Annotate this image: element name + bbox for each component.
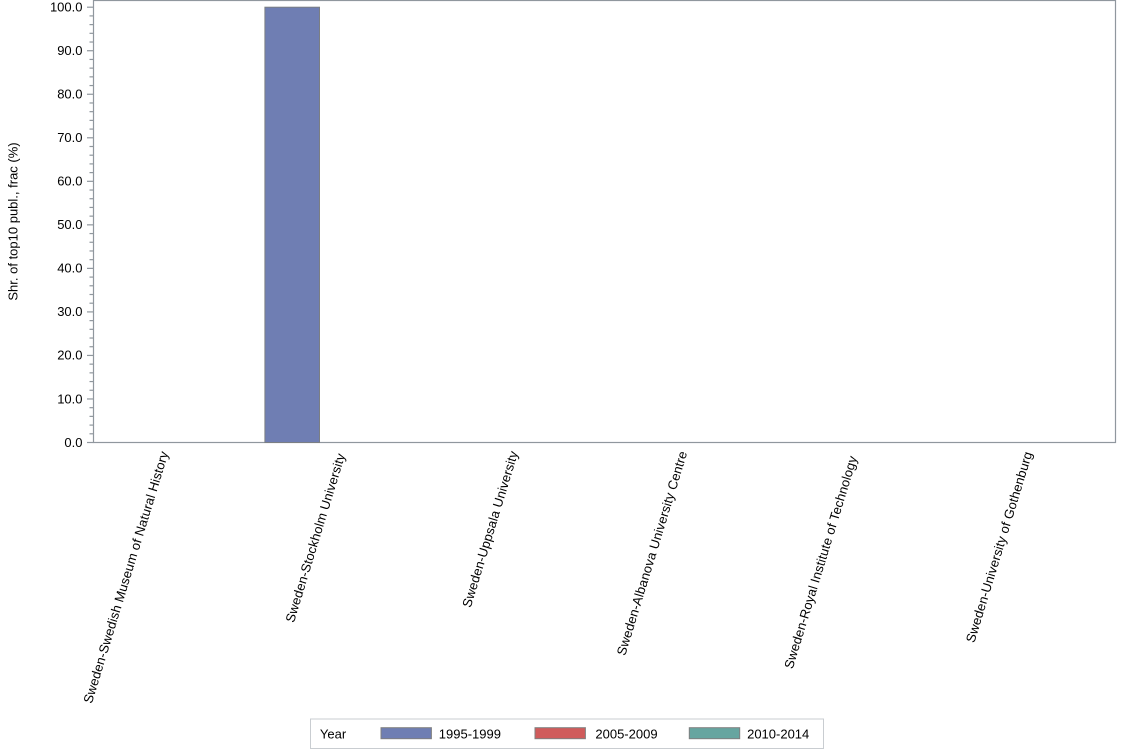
svg-text:50.0: 50.0 (57, 217, 82, 232)
svg-text:100.0: 100.0 (50, 0, 83, 15)
svg-text:70.0: 70.0 (57, 130, 82, 145)
svg-text:0.0: 0.0 (64, 435, 82, 450)
svg-text:1995-1999: 1995-1999 (439, 726, 501, 741)
svg-text:30.0: 30.0 (57, 304, 82, 319)
svg-text:60.0: 60.0 (57, 174, 82, 189)
svg-text:90.0: 90.0 (57, 43, 82, 58)
svg-text:2005-2009: 2005-2009 (595, 726, 657, 741)
svg-text:2010-2014: 2010-2014 (747, 726, 809, 741)
svg-text:Year: Year (320, 726, 347, 741)
svg-text:40.0: 40.0 (57, 261, 82, 276)
svg-text:20.0: 20.0 (57, 348, 82, 363)
svg-text:Shr. of top10 publ., frac (%): Shr. of top10 publ., frac (%) (6, 142, 21, 300)
svg-text:10.0: 10.0 (57, 391, 82, 406)
svg-text:80.0: 80.0 (57, 87, 82, 102)
